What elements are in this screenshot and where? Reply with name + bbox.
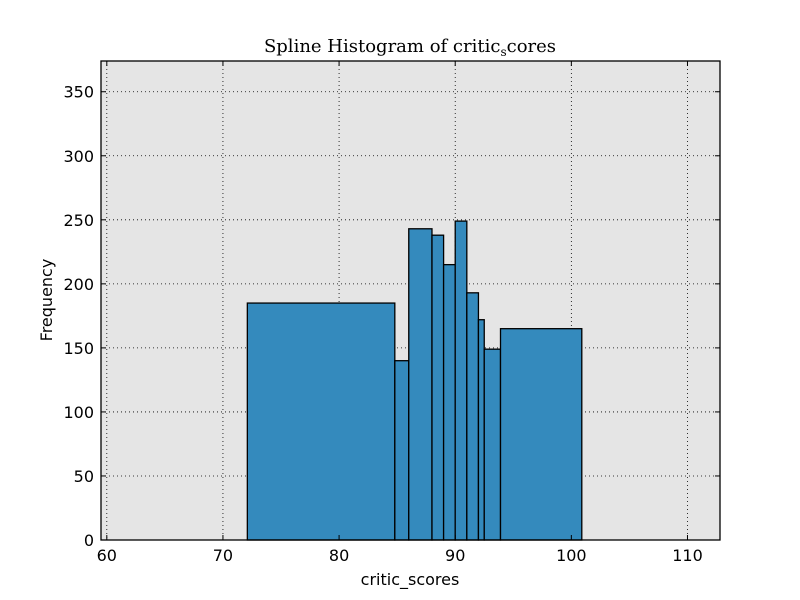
x-axis-label: critic_scores <box>361 570 460 590</box>
y-tick-label: 150 <box>63 339 94 358</box>
chart-title-subscript: s <box>500 45 506 59</box>
y-tick-label: 0 <box>84 531 94 550</box>
histogram-bars <box>246 220 583 541</box>
y-axis-ticks: 0 50 100 150 200 250 300 350 <box>63 83 720 550</box>
y-tick-label: 350 <box>63 83 94 102</box>
histogram-bar <box>246 302 396 541</box>
y-tick-label: 300 <box>63 147 94 166</box>
y-tick-label: 250 <box>63 211 94 230</box>
x-tick-label: 80 <box>329 546 349 565</box>
histogram-bar <box>499 328 583 541</box>
histogram-bar <box>431 234 445 541</box>
histogram-bar <box>394 360 410 541</box>
y-tick-label: 50 <box>74 467 94 486</box>
x-tick-label: 100 <box>556 546 587 565</box>
histogram-bar <box>442 263 456 541</box>
chart-title: Spline Histogram of criticscores <box>264 36 556 59</box>
y-axis-label: Frequency <box>37 259 56 342</box>
x-tick-label: 110 <box>672 546 703 565</box>
chart-title-main: Spline Histogram of critic <box>264 36 500 57</box>
x-axis-ticks: 60 70 80 90 100 110 <box>97 61 703 565</box>
y-tick-label: 100 <box>63 403 94 422</box>
histogram-bar <box>408 228 433 541</box>
x-tick-label: 60 <box>97 546 117 565</box>
histogram-bar <box>477 319 485 541</box>
x-tick-label: 70 <box>213 546 233 565</box>
histogram-bar <box>483 348 502 541</box>
chart-title-tail: cores <box>507 36 556 57</box>
y-tick-label: 200 <box>63 275 94 294</box>
histogram-bar <box>454 220 468 541</box>
histogram-bar <box>466 292 480 541</box>
x-tick-label: 90 <box>445 546 465 565</box>
plot-frame <box>100 60 721 541</box>
